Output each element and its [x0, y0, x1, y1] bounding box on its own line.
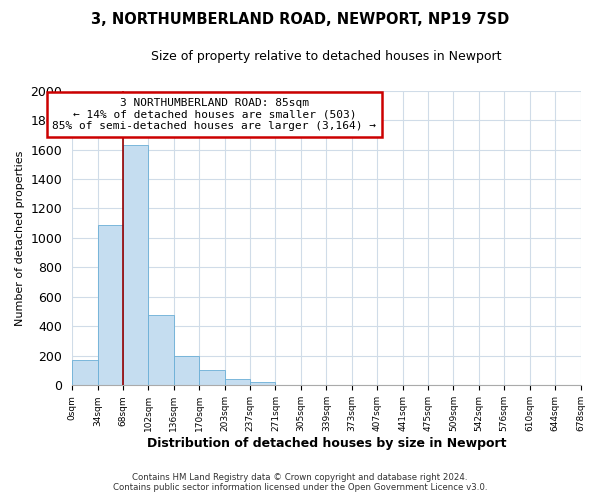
Bar	[123, 145, 148, 386]
X-axis label: Distribution of detached houses by size in Newport: Distribution of detached houses by size …	[146, 437, 506, 450]
Y-axis label: Number of detached properties: Number of detached properties	[15, 150, 25, 326]
Text: Contains HM Land Registry data © Crown copyright and database right 2024.
Contai: Contains HM Land Registry data © Crown c…	[113, 473, 487, 492]
Title: Size of property relative to detached houses in Newport: Size of property relative to detached ho…	[151, 50, 502, 63]
Bar	[72, 360, 98, 386]
Text: 3 NORTHUMBERLAND ROAD: 85sqm
← 14% of detached houses are smaller (503)
85% of s: 3 NORTHUMBERLAND ROAD: 85sqm ← 14% of de…	[52, 98, 376, 131]
Bar	[148, 314, 174, 386]
Text: 3, NORTHUMBERLAND ROAD, NEWPORT, NP19 7SD: 3, NORTHUMBERLAND ROAD, NEWPORT, NP19 7S…	[91, 12, 509, 28]
Bar	[224, 380, 250, 386]
Bar	[98, 224, 123, 386]
Bar	[174, 356, 199, 386]
Bar	[199, 370, 224, 386]
Bar	[250, 382, 275, 386]
